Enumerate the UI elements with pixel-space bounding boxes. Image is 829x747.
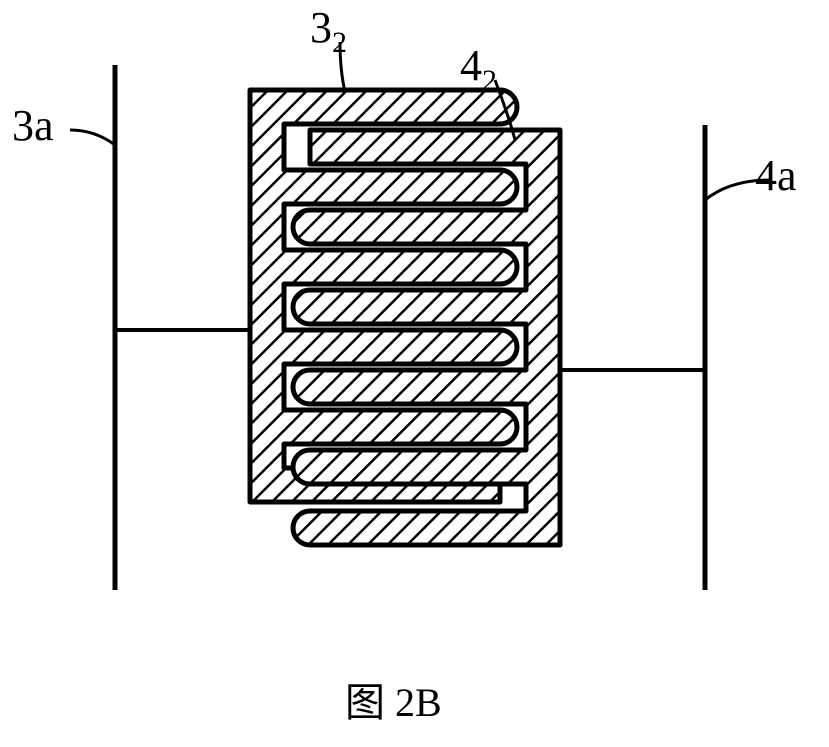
leader-3a: [70, 130, 115, 145]
figure-caption: 图 2B: [345, 670, 442, 728]
label-3-2: 32: [310, 2, 347, 60]
label-4-2: 42: [460, 40, 497, 98]
label-3a: 3a: [12, 100, 54, 151]
diagram-svg: [0, 0, 829, 747]
label-4a: 4a: [755, 150, 797, 201]
